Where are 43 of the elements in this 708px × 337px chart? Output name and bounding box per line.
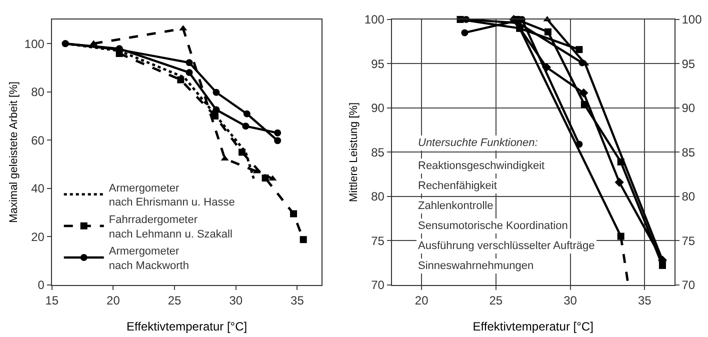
y-tick-label: 95	[371, 56, 385, 71]
y-tick-label: 75	[371, 234, 385, 248]
x-axis-title: Effektivtemperatur [°C]	[472, 319, 594, 334]
x-tick-label: 35	[290, 293, 304, 308]
x-tick-label: 25	[489, 293, 503, 308]
legend-title: Untersuchte Funktionen:	[418, 137, 538, 149]
annotation: Rechenfähigkeit	[418, 180, 497, 192]
y-tick-label: 70	[371, 278, 385, 292]
x-tick-label: 15	[45, 293, 59, 308]
x-tick-label: 35	[638, 293, 652, 308]
y-tick-label: 80	[31, 85, 45, 100]
y-tick-label: 0	[38, 278, 45, 292]
y2-tick-label: 95	[682, 56, 696, 71]
x-axis-title: Effektivtemperatur [°C]	[126, 319, 248, 334]
x-tick-label: 30	[229, 293, 243, 308]
y-axis-title: Mittlere Leistung [%]	[348, 102, 360, 202]
y-tick-label: 85	[371, 145, 385, 160]
annotation: Sensumotorische Koordination	[418, 220, 568, 232]
x-tick-label: 20	[106, 293, 120, 308]
legend-label: Armergometer nach Mackworth	[108, 246, 189, 272]
annotation: Zahlenkontrolle	[418, 200, 494, 212]
y2-tick-label: 75	[682, 234, 696, 248]
y-axis-title: Maximal geleistete Arbeit [%]	[8, 82, 20, 223]
y-tick-label: 40	[31, 182, 45, 196]
y-tick-label: 100	[364, 12, 385, 27]
y-tick-label: 80	[371, 190, 385, 204]
y-tick-label: 60	[31, 133, 45, 148]
legend-label: Armergometer nach Ehrismann u. Hasse	[108, 182, 235, 209]
x-tick-label: 20	[414, 293, 429, 308]
annotation: Sinneswahrnehmungen	[418, 260, 534, 272]
legend-label: Fahrradergometer nach Lehmann u. Szakall	[108, 214, 232, 240]
annotation: Reaktionsgeschwindigkeit	[418, 160, 545, 172]
y2-tick-label: 90	[682, 101, 696, 116]
y2-tick-label: 100	[682, 12, 702, 27]
annotation: Ausführung verschlüsselter Aufträge	[418, 240, 595, 252]
y2-tick-label: 80	[682, 190, 696, 204]
y2-tick-label: 70	[682, 278, 696, 292]
y-tick-label: 20	[31, 230, 45, 244]
y-tick-label: 100	[24, 36, 45, 51]
y-tick-label: 90	[371, 101, 385, 116]
x-tick-label: 30	[564, 293, 578, 308]
x-tick-label: 25	[168, 293, 182, 308]
y2-tick-label: 85	[682, 145, 696, 160]
